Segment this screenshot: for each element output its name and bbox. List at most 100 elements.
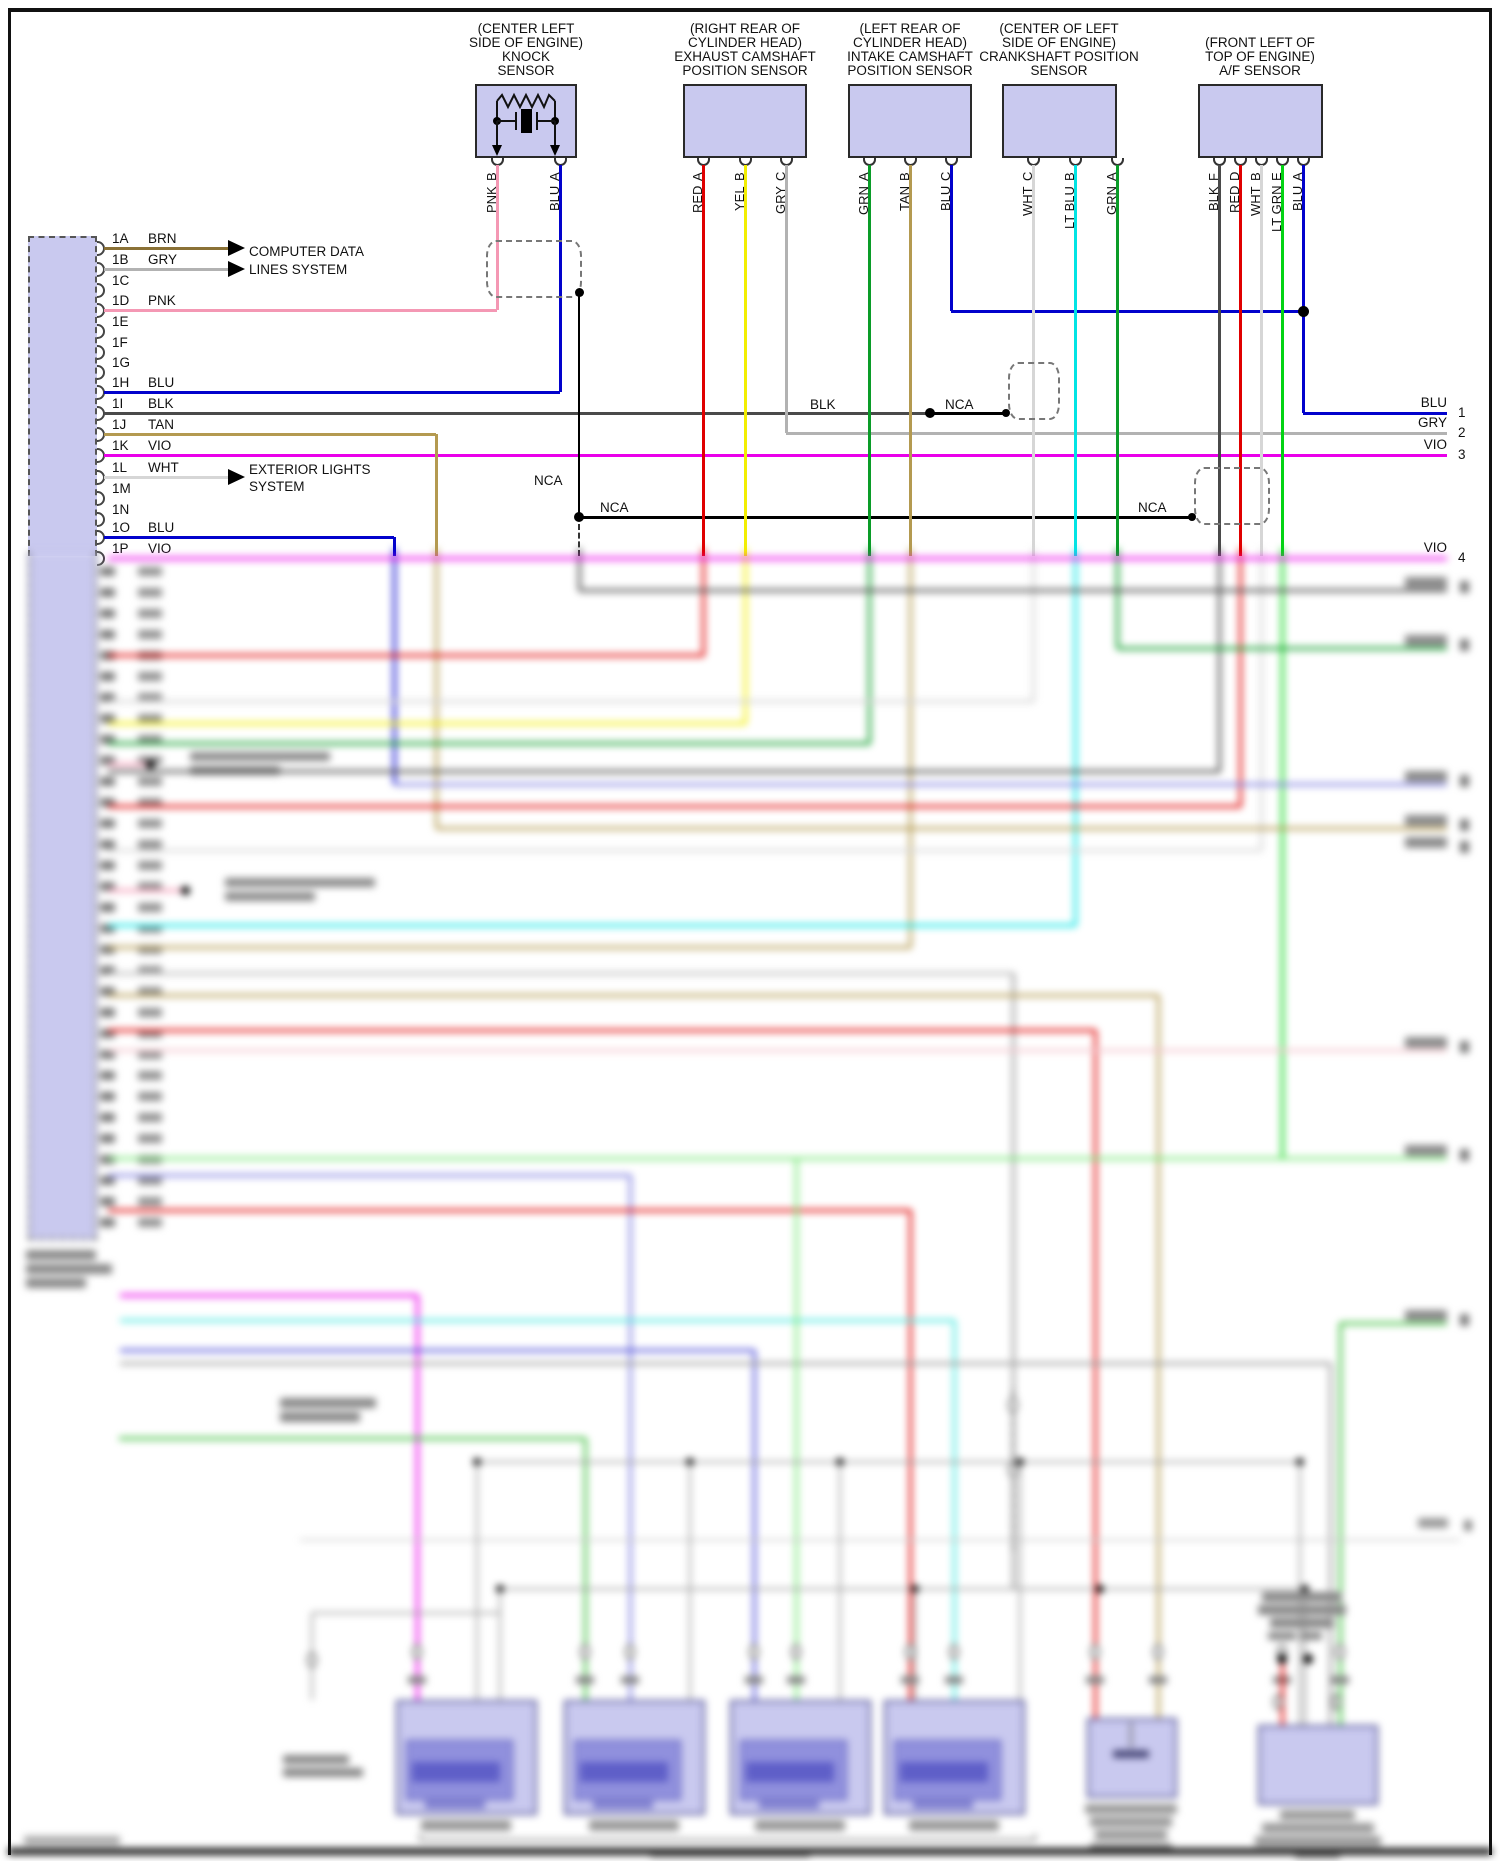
- sensor-title: (FRONT LEFT OF: [1205, 35, 1315, 50]
- blurred-text-blob: [1280, 1810, 1355, 1820]
- wire-grn-int-a: [867, 165, 871, 556]
- system-label-exterior-lights: EXTERIOR LIGHTS: [249, 462, 371, 477]
- blurred-text-blob: [138, 798, 162, 807]
- wire-segment: [1328, 1363, 1332, 1725]
- wire-segment: [1280, 548, 1284, 1158]
- wire-segment: [477, 1460, 1300, 1464]
- wire-gry-exh-c: [784, 165, 788, 433]
- blurred-text-blob: [225, 892, 315, 901]
- wire-segment: [577, 548, 581, 590]
- page-border-left: [8, 8, 11, 1855]
- blurred-text-blob: [100, 567, 115, 576]
- blurred-caption: [755, 1820, 845, 1831]
- right-terminal-number: 4: [1458, 550, 1466, 565]
- blurred-wire-label: [1405, 815, 1447, 826]
- blurred-text-blob: [138, 819, 162, 828]
- coil-inner-bar: [746, 1762, 834, 1782]
- blurred-text-blob: [1268, 1632, 1296, 1640]
- wire-segment: [1280, 1664, 1284, 1725]
- wire-blu-knock-a: [558, 165, 562, 392]
- wire-segment: [1117, 646, 1447, 650]
- blurred-text-blob: [138, 588, 162, 597]
- blurred-text-blob: [100, 609, 115, 618]
- blurred-text-blob: [100, 1197, 115, 1206]
- blurred-text-blob: [138, 1155, 162, 1164]
- ecm-connector-block: [28, 236, 97, 556]
- wire-segment: [1156, 995, 1160, 1718]
- wire-segment: [579, 588, 1447, 592]
- blurred-text-blob: [138, 1050, 162, 1059]
- inline-connector-oval: [1008, 1397, 1018, 1413]
- junction-dot: [1297, 305, 1309, 317]
- blurred-text-blob: [138, 735, 162, 744]
- blurred-text-blob: [26, 1264, 112, 1274]
- inline-connector-oval: [625, 1644, 635, 1660]
- blurred-text-blob: [138, 966, 162, 975]
- blurred-text-blob: [100, 987, 115, 996]
- wire-segment: [1217, 548, 1221, 771]
- blurred-text-blob: [138, 924, 162, 933]
- wire-segment: [392, 548, 396, 784]
- wire-segment: [108, 1028, 1095, 1032]
- wire-wht-af-b: [1259, 165, 1263, 556]
- blurred-terminal-number: [1460, 841, 1469, 853]
- wire-segment: [108, 1173, 630, 1177]
- blurred-text-blob: [100, 861, 115, 870]
- shield-tap-dot: [1188, 513, 1196, 521]
- wire-segment: [108, 1156, 1447, 1160]
- connector-pin-id: 1A: [112, 231, 129, 246]
- wire-segment: [908, 548, 912, 947]
- wire-segment: [300, 1539, 1460, 1541]
- connector-pin-id: 1J: [112, 417, 127, 432]
- coil-inner-small: [593, 1797, 653, 1809]
- blurred-text-blob: [408, 1676, 426, 1684]
- blurred-text-blob: [576, 1676, 594, 1684]
- junction-dot: [925, 408, 935, 418]
- right-terminal-number: 3: [1458, 447, 1466, 462]
- blurred-terminal-number: [1460, 1314, 1469, 1326]
- connector-pin-id: 1M: [112, 481, 131, 496]
- blurred-text-blob: [283, 1755, 349, 1764]
- wire-segment: [583, 1438, 587, 1700]
- sensor-title: CYLINDER HEAD): [687, 35, 803, 50]
- sensor-title: TOP OF ENGINE): [1205, 49, 1315, 64]
- wire-yel-exh-b: [743, 165, 747, 556]
- connector-pin-arc: [97, 511, 105, 527]
- connector-pin-arc: [97, 344, 105, 360]
- sensor-box-1: [683, 84, 807, 158]
- junction-dot: [145, 759, 155, 769]
- wire-segment: [436, 826, 1447, 830]
- wire-segment: [120, 1318, 954, 1322]
- wire-red-af-d: [1238, 165, 1242, 556]
- wire-segment: [475, 1462, 479, 1700]
- blurred-text-blob: [280, 1412, 360, 1422]
- inline-label-nca: NCA: [945, 397, 974, 412]
- knock-sensor-symbol: [492, 92, 560, 156]
- wire-segment: [108, 769, 1220, 773]
- wire-segment: [701, 548, 705, 655]
- blurred-terminal-number: [1460, 1149, 1469, 1161]
- wire-shield-drain-dashed: [577, 524, 580, 556]
- sensor-title: EXHAUST CAMSHAFT: [674, 49, 816, 64]
- wire-segment: [838, 1462, 842, 1700]
- blurred-text-blob: [1149, 1676, 1167, 1684]
- connector-pin-id: 1O: [112, 520, 131, 535]
- connector-pin-wire-label: PNK: [148, 293, 176, 308]
- system-label-computer-data: COMPUTER DATA: [249, 244, 365, 259]
- inline-connector-oval: [1090, 1644, 1100, 1660]
- connector-pin-id: 1D: [112, 293, 130, 308]
- connector-pin-id: 1G: [112, 355, 131, 370]
- blurred-text-blob: [945, 1676, 963, 1684]
- blurred-text-blob: [138, 840, 162, 849]
- inline-connector-oval: [949, 1644, 959, 1660]
- wire-segment: [108, 1048, 1447, 1052]
- inline-label-nca: NCA: [1138, 500, 1167, 515]
- wire-vio-1k: [104, 453, 1447, 457]
- blurred-text-blob: [100, 966, 115, 975]
- coil-inner-small: [425, 1797, 485, 1809]
- connector-pin-id: 1K: [112, 438, 129, 453]
- wire-segment: [1238, 548, 1242, 806]
- inline-connector-oval: [1335, 1644, 1345, 1660]
- wire-segment: [120, 1293, 417, 1297]
- inline-connector-oval: [412, 1644, 422, 1660]
